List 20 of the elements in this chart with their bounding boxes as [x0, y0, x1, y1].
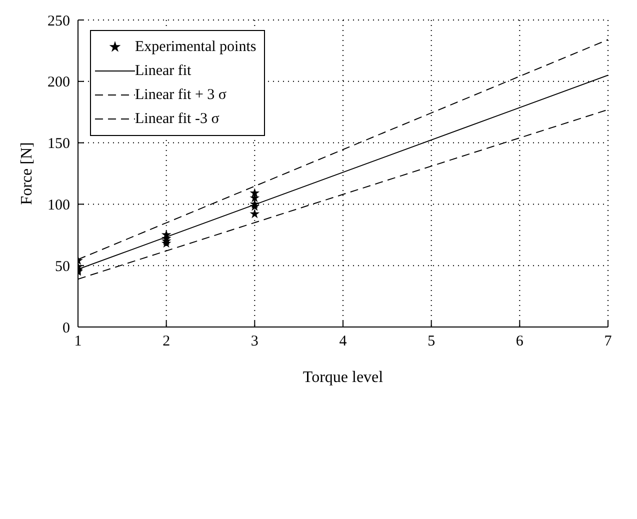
x-tick-label: 1	[74, 334, 82, 350]
x-axis-title: Torque level	[302, 369, 384, 386]
x-tick-label: 3	[250, 334, 258, 350]
legend-label: Linear fit -3 σ	[135, 110, 220, 128]
x-tick-label: 6	[516, 334, 524, 350]
y-tick-label: 150	[48, 136, 70, 152]
y-tick-label: 100	[48, 198, 70, 214]
legend-label: Linear fit	[135, 62, 192, 80]
point	[250, 208, 260, 218]
x-tick-label: 2	[162, 334, 170, 350]
y-tick-label: 50	[55, 258, 70, 275]
y-axis-title: Force [N]	[18, 142, 36, 205]
x-tick-label: 4	[339, 334, 348, 350]
y-tick-label: 200	[48, 74, 70, 91]
legend-label: Linear fit + 3 σ	[135, 86, 227, 104]
legend-label: Experimental points	[135, 38, 256, 56]
x-tick-label: 5	[428, 334, 436, 350]
y-tick-label: 250	[48, 13, 70, 30]
x-tick-label: 7	[604, 334, 612, 350]
y-tick-label: 0	[62, 320, 70, 336]
